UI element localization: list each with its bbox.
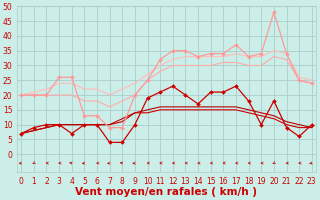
X-axis label: Vent moyen/en rafales ( km/h ): Vent moyen/en rafales ( km/h ) <box>76 187 258 197</box>
